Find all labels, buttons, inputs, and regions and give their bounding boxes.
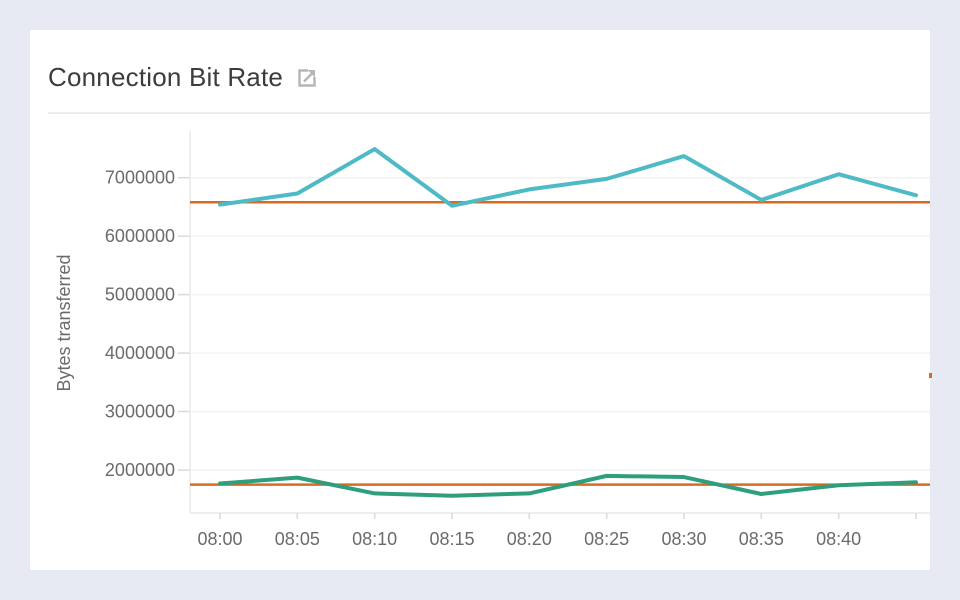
bitrate-chart[interactable]: 2000000 3000000 4000000 5000000 6000000 70000… [30, 114, 930, 570]
x-tick-label: 08:35 [739, 529, 784, 549]
y-tick-label: 6000000 [105, 226, 175, 246]
y-tick-label: 3000000 [105, 402, 175, 422]
y-tick-label: 2000000 [105, 460, 175, 480]
y-tick-label: 4000000 [105, 343, 175, 363]
x-tick-label: 08:20 [507, 529, 552, 549]
panel-title: Connection Bit Rate [48, 61, 284, 92]
y-tick-label: 5000000 [105, 285, 175, 305]
x-tick-label: 08:15 [429, 529, 474, 549]
teal-series-line [218, 147, 918, 208]
x-tick-label: 08:05 [275, 529, 320, 549]
green-series-line [218, 473, 918, 498]
header-divider [48, 112, 930, 114]
panel-header: Connection Bit Rate [48, 60, 319, 94]
y-axis-title: Bytes transferred [54, 254, 74, 391]
x-tick-label: 08:25 [584, 529, 629, 549]
y-tick-label: 7000000 [105, 168, 175, 188]
x-tick-label: 08:30 [661, 529, 706, 549]
external-link-icon[interactable] [295, 66, 319, 90]
right-edge-orange-fragment [929, 373, 932, 378]
chart-panel: Connection Bit Rate 2000000 3000000 400000… [30, 30, 930, 570]
x-tick-label: 08:40 [816, 529, 861, 549]
x-tick-label: 08:10 [352, 529, 397, 549]
x-tick-label: 08:00 [197, 529, 242, 549]
